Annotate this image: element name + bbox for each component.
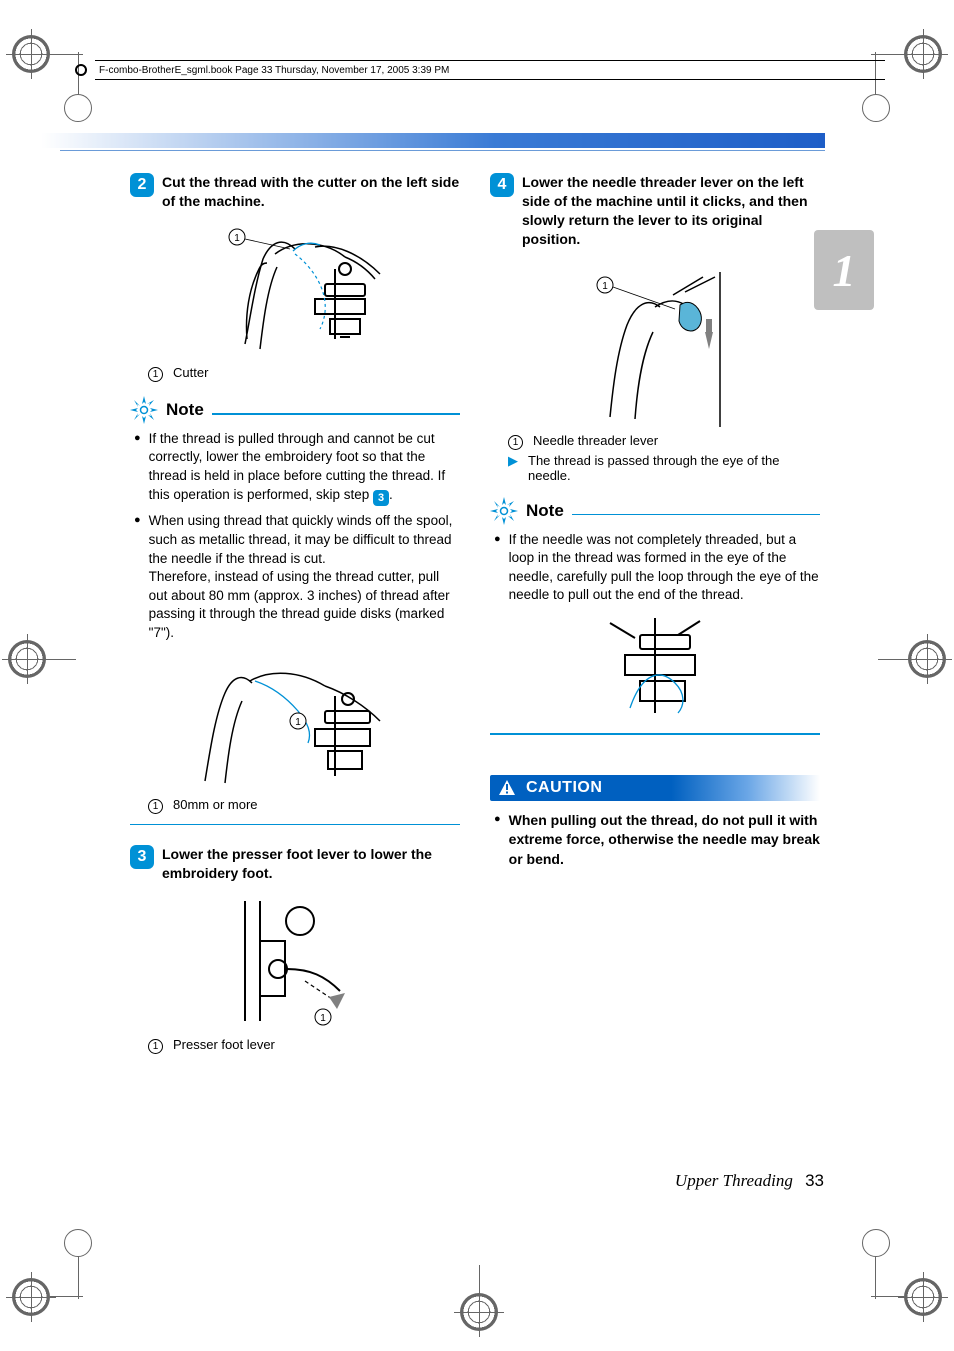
- note-label: Note: [166, 400, 204, 420]
- svg-text:1: 1: [295, 717, 301, 728]
- step-2-text: Cut the thread with the cutter on the le…: [162, 173, 460, 211]
- step-4-callout-1: 1 Needle threader lever: [508, 433, 820, 450]
- callout-1-icon: 1: [508, 435, 523, 450]
- step-number-icon: 3: [130, 845, 154, 869]
- step-3: 3 Lower the presser foot lever to lower …: [130, 845, 460, 883]
- footer-page-number: 33: [805, 1171, 824, 1190]
- page-footer: Upper Threading 33: [675, 1171, 824, 1191]
- right-column: 4 Lower the needle threader lever on the…: [490, 173, 820, 1193]
- caution-triangle-icon: [498, 779, 516, 797]
- step-2-callout: 1 Cutter: [148, 365, 460, 382]
- step-2-figure: 1: [130, 219, 460, 359]
- gradient-bar: [0, 133, 825, 148]
- step-2: 2 Cut the thread with the cutter on the …: [130, 173, 460, 211]
- callout-1-icon: 1: [148, 799, 163, 814]
- caution-item-1: When pulling out the thread, do not pull…: [494, 811, 820, 870]
- note-right: Note If the needle was not completely th…: [490, 497, 820, 735]
- chapter-number: 1: [833, 244, 856, 297]
- page-header: F-combo-BrotherE_sgml.book Page 33 Thurs…: [95, 60, 885, 80]
- triangle-icon: ▶: [508, 453, 518, 469]
- note-left-item-1: If the thread is pulled through and cann…: [134, 430, 460, 506]
- callout-1-icon: 1: [148, 1039, 163, 1054]
- step-3-text: Lower the presser foot lever to lower th…: [162, 845, 460, 883]
- step-4-figure: 1: [490, 257, 820, 427]
- step-3-callout: 1 Presser foot lever: [148, 1037, 460, 1054]
- note-left-item-2: When using thread that quickly winds off…: [134, 512, 460, 642]
- step-4-result: ▶ The thread is passed through the eye o…: [508, 453, 820, 483]
- footer-section: Upper Threading: [675, 1171, 793, 1190]
- note-right-item-1: If the needle was not completely threade…: [494, 531, 820, 606]
- svg-text:1: 1: [602, 281, 608, 292]
- note-burst-icon: [130, 396, 158, 424]
- svg-text:1: 1: [320, 1013, 326, 1024]
- note-right-figure: [490, 613, 820, 723]
- caution-label: CAUTION: [526, 779, 602, 797]
- note-left: Note If the thread is pulled through and…: [130, 396, 460, 825]
- left-column: 2 Cut the thread with the cutter on the …: [130, 173, 460, 1193]
- note-label: Note: [526, 501, 564, 521]
- note-left-figure: 1: [130, 651, 460, 791]
- step-number-icon: 2: [130, 173, 154, 197]
- step-3-figure: 1: [130, 891, 460, 1031]
- inline-step-3-icon: 3: [373, 490, 389, 506]
- note-left-callout: 1 80mm or more: [148, 797, 460, 814]
- step-4: 4 Lower the needle threader lever on the…: [490, 173, 820, 249]
- step-4-text: Lower the needle threader lever on the l…: [522, 173, 820, 249]
- svg-text:1: 1: [234, 233, 240, 244]
- callout-1-icon: 1: [148, 367, 163, 382]
- note-burst-icon: [490, 497, 518, 525]
- step-number-icon: 4: [490, 173, 514, 197]
- header-text: F-combo-BrotherE_sgml.book Page 33 Thurs…: [99, 65, 449, 76]
- caution-block: CAUTION When pulling out the thread, do …: [490, 775, 820, 870]
